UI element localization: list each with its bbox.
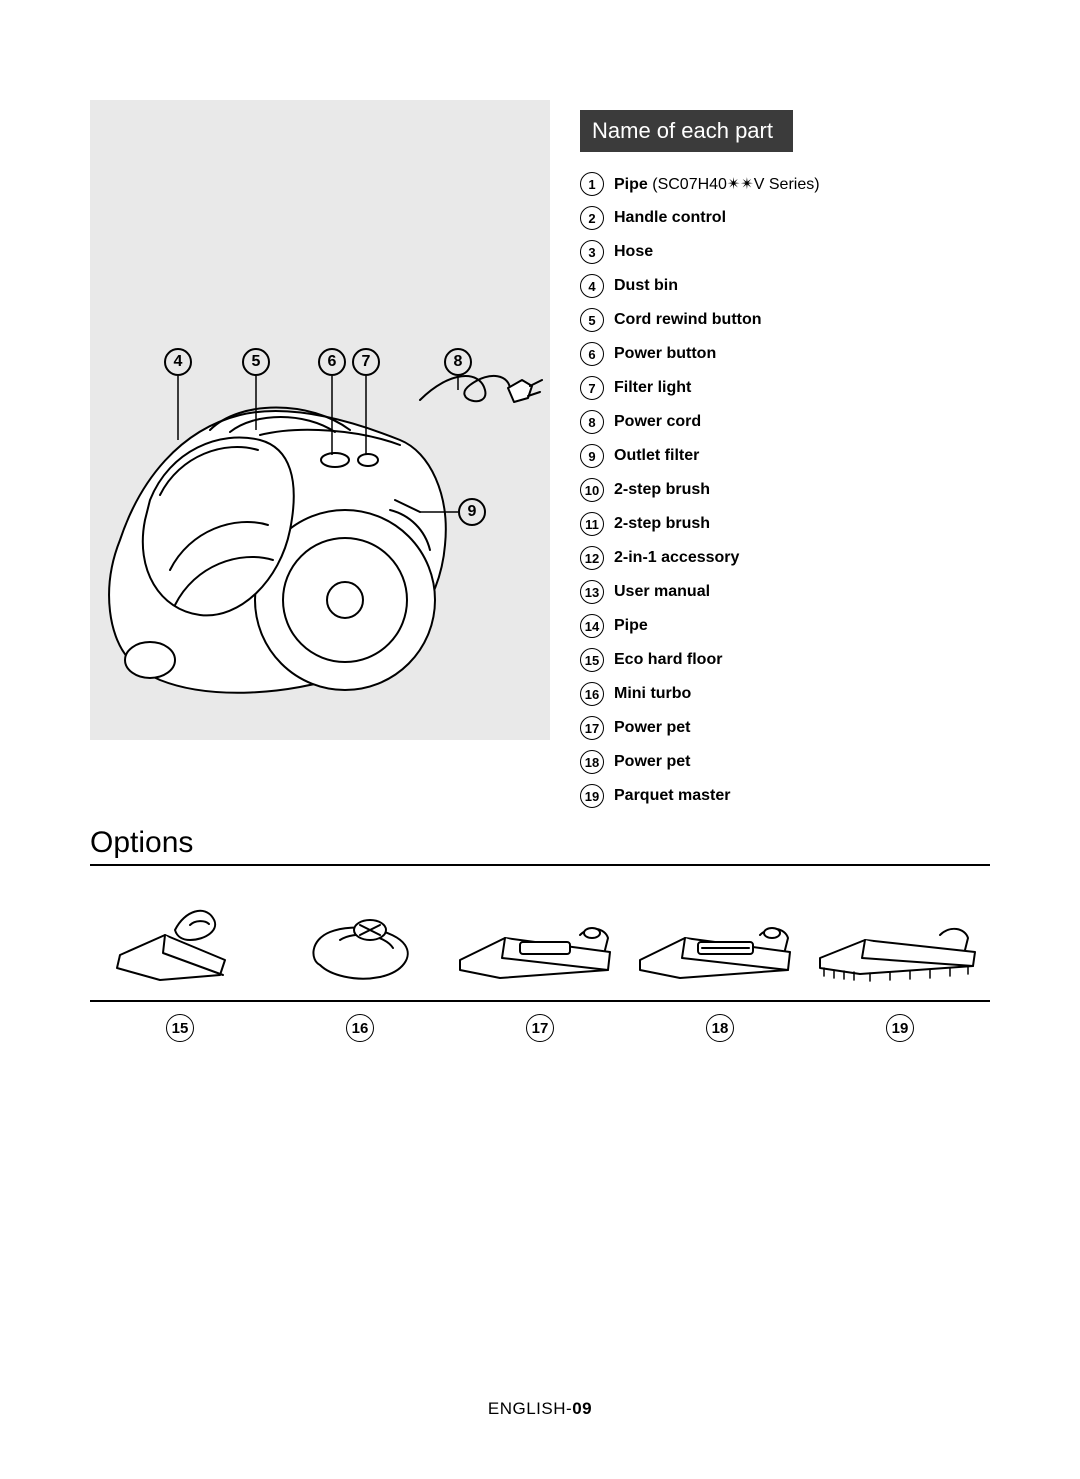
part-number: 8 (580, 410, 604, 434)
options-heading: Options (90, 826, 990, 866)
part-row: 4 Dust bin (580, 274, 990, 298)
main-diagram: 4 5 67 8 9 (90, 100, 550, 740)
option-power-pet-a (450, 880, 630, 990)
part-label: Parquet master (614, 787, 990, 805)
part-label: Pipe (SC07H40✴✴V Series) (614, 174, 990, 194)
part-label: Eco hard floor (614, 651, 990, 669)
option-power-pet-b (630, 880, 810, 990)
part-row: 18 Power pet (580, 750, 990, 774)
part-row: 19 Parquet master (580, 784, 990, 808)
part-number: 19 (580, 784, 604, 808)
part-row: 14 Pipe (580, 614, 990, 638)
part-label: 2-step brush (614, 515, 990, 533)
part-row: 8 Power cord (580, 410, 990, 434)
part-row: 11 2-step brush (580, 512, 990, 536)
parquet-master-icon (810, 880, 990, 990)
option-number-cell: 16 (270, 1014, 450, 1042)
option-number-cell: 19 (810, 1014, 990, 1042)
part-number: 7 (580, 376, 604, 400)
part-label: Hose (614, 243, 990, 261)
parts-list: 1 Pipe (SC07H40✴✴V Series) 2 Handle control… (580, 172, 990, 808)
option-number-cell: 15 (90, 1014, 270, 1042)
part-label: Power cord (614, 413, 990, 431)
page-footer: ENGLISH-09 (0, 1399, 1080, 1419)
part-label: 2-step brush (614, 481, 990, 499)
part-row: 7 Filter light (580, 376, 990, 400)
part-label: Pipe (614, 617, 990, 635)
part-number: 14 (580, 614, 604, 638)
part-number: 3 (580, 240, 604, 264)
part-number: 9 (580, 444, 604, 468)
option-number: 19 (886, 1014, 914, 1042)
part-label: Outlet filter (614, 447, 990, 465)
power-pet-a-icon (450, 880, 630, 990)
power-pet-b-icon (630, 880, 810, 990)
part-number: 1 (580, 172, 604, 196)
part-number: 5 (580, 308, 604, 332)
part-number: 18 (580, 750, 604, 774)
diagram-callout: 4 (164, 348, 192, 376)
part-row: 17 Power pet (580, 716, 990, 740)
option-number: 15 (166, 1014, 194, 1042)
option-number: 18 (706, 1014, 734, 1042)
part-row: 13 User manual (580, 580, 990, 604)
diagram-callout: 7 (352, 348, 380, 376)
top-area: 456789 Name of each part 1Pipe (SC07H40✴… (90, 100, 990, 808)
part-label: Power pet (614, 753, 990, 771)
option-number: 17 (526, 1014, 554, 1042)
option-eco-hard-floor (90, 880, 270, 990)
option-number-cell: 18 (630, 1014, 810, 1042)
part-row: 3 Hose (580, 240, 990, 264)
part-number: 12 (580, 546, 604, 570)
eco-hard-floor-icon (105, 880, 255, 990)
part-label: Mini turbo (614, 685, 990, 703)
part-row: 15 Eco hard floor (580, 648, 990, 672)
options-numbers-row: 15 16 17 18 19 (90, 1002, 990, 1042)
diagram-callout: 5 (242, 348, 270, 376)
part-number: 4 (580, 274, 604, 298)
part-number: 2 (580, 206, 604, 230)
part-row: 6 Power button (580, 342, 990, 366)
option-number-cell: 17 (450, 1014, 630, 1042)
part-label: Cord rewind button (614, 311, 990, 329)
option-mini-turbo (270, 880, 450, 990)
part-number: 16 (580, 682, 604, 706)
section-title: Name of each part (580, 110, 793, 152)
part-number: 10 (580, 478, 604, 502)
manual-page: 456789 Name of each part 1Pipe (SC07H40✴… (0, 0, 1080, 1479)
part-row: 12 2-in-1 accessory (580, 546, 990, 570)
part-number: 17 (580, 716, 604, 740)
diagram-callout: 6 (318, 348, 346, 376)
footer-page: 09 (572, 1399, 592, 1418)
part-label: Handle control (614, 209, 990, 227)
part-row: 1 Pipe (SC07H40✴✴V Series) (580, 172, 990, 196)
part-label: Power button (614, 345, 990, 363)
part-number: 13 (580, 580, 604, 604)
diagram-callout: 9 (458, 498, 486, 526)
part-number: 15 (580, 648, 604, 672)
option-parquet-master (810, 880, 990, 990)
options-row (90, 866, 990, 1002)
diagram-callout: 8 (444, 348, 472, 376)
part-row: 16 Mini turbo (580, 682, 990, 706)
part-row: 9 Outlet filter (580, 444, 990, 468)
part-row: 5 Cord rewind button (580, 308, 990, 332)
mini-turbo-icon (285, 880, 435, 990)
part-label: Filter light (614, 379, 990, 397)
part-label: Power pet (614, 719, 990, 737)
part-label: User manual (614, 583, 990, 601)
part-label: Dust bin (614, 277, 990, 295)
part-row: 2 Handle control (580, 206, 990, 230)
option-number: 16 (346, 1014, 374, 1042)
footer-lang: ENGLISH- (488, 1399, 572, 1418)
parts-list-column: Name of each part 1 Pipe (SC07H40✴✴V Seri… (550, 100, 990, 808)
part-row: 10 2-step brush (580, 478, 990, 502)
part-number: 6 (580, 342, 604, 366)
part-label: 2-in-1 accessory (614, 549, 990, 567)
part-number: 11 (580, 512, 604, 536)
vacuum-illustration (90, 100, 550, 740)
